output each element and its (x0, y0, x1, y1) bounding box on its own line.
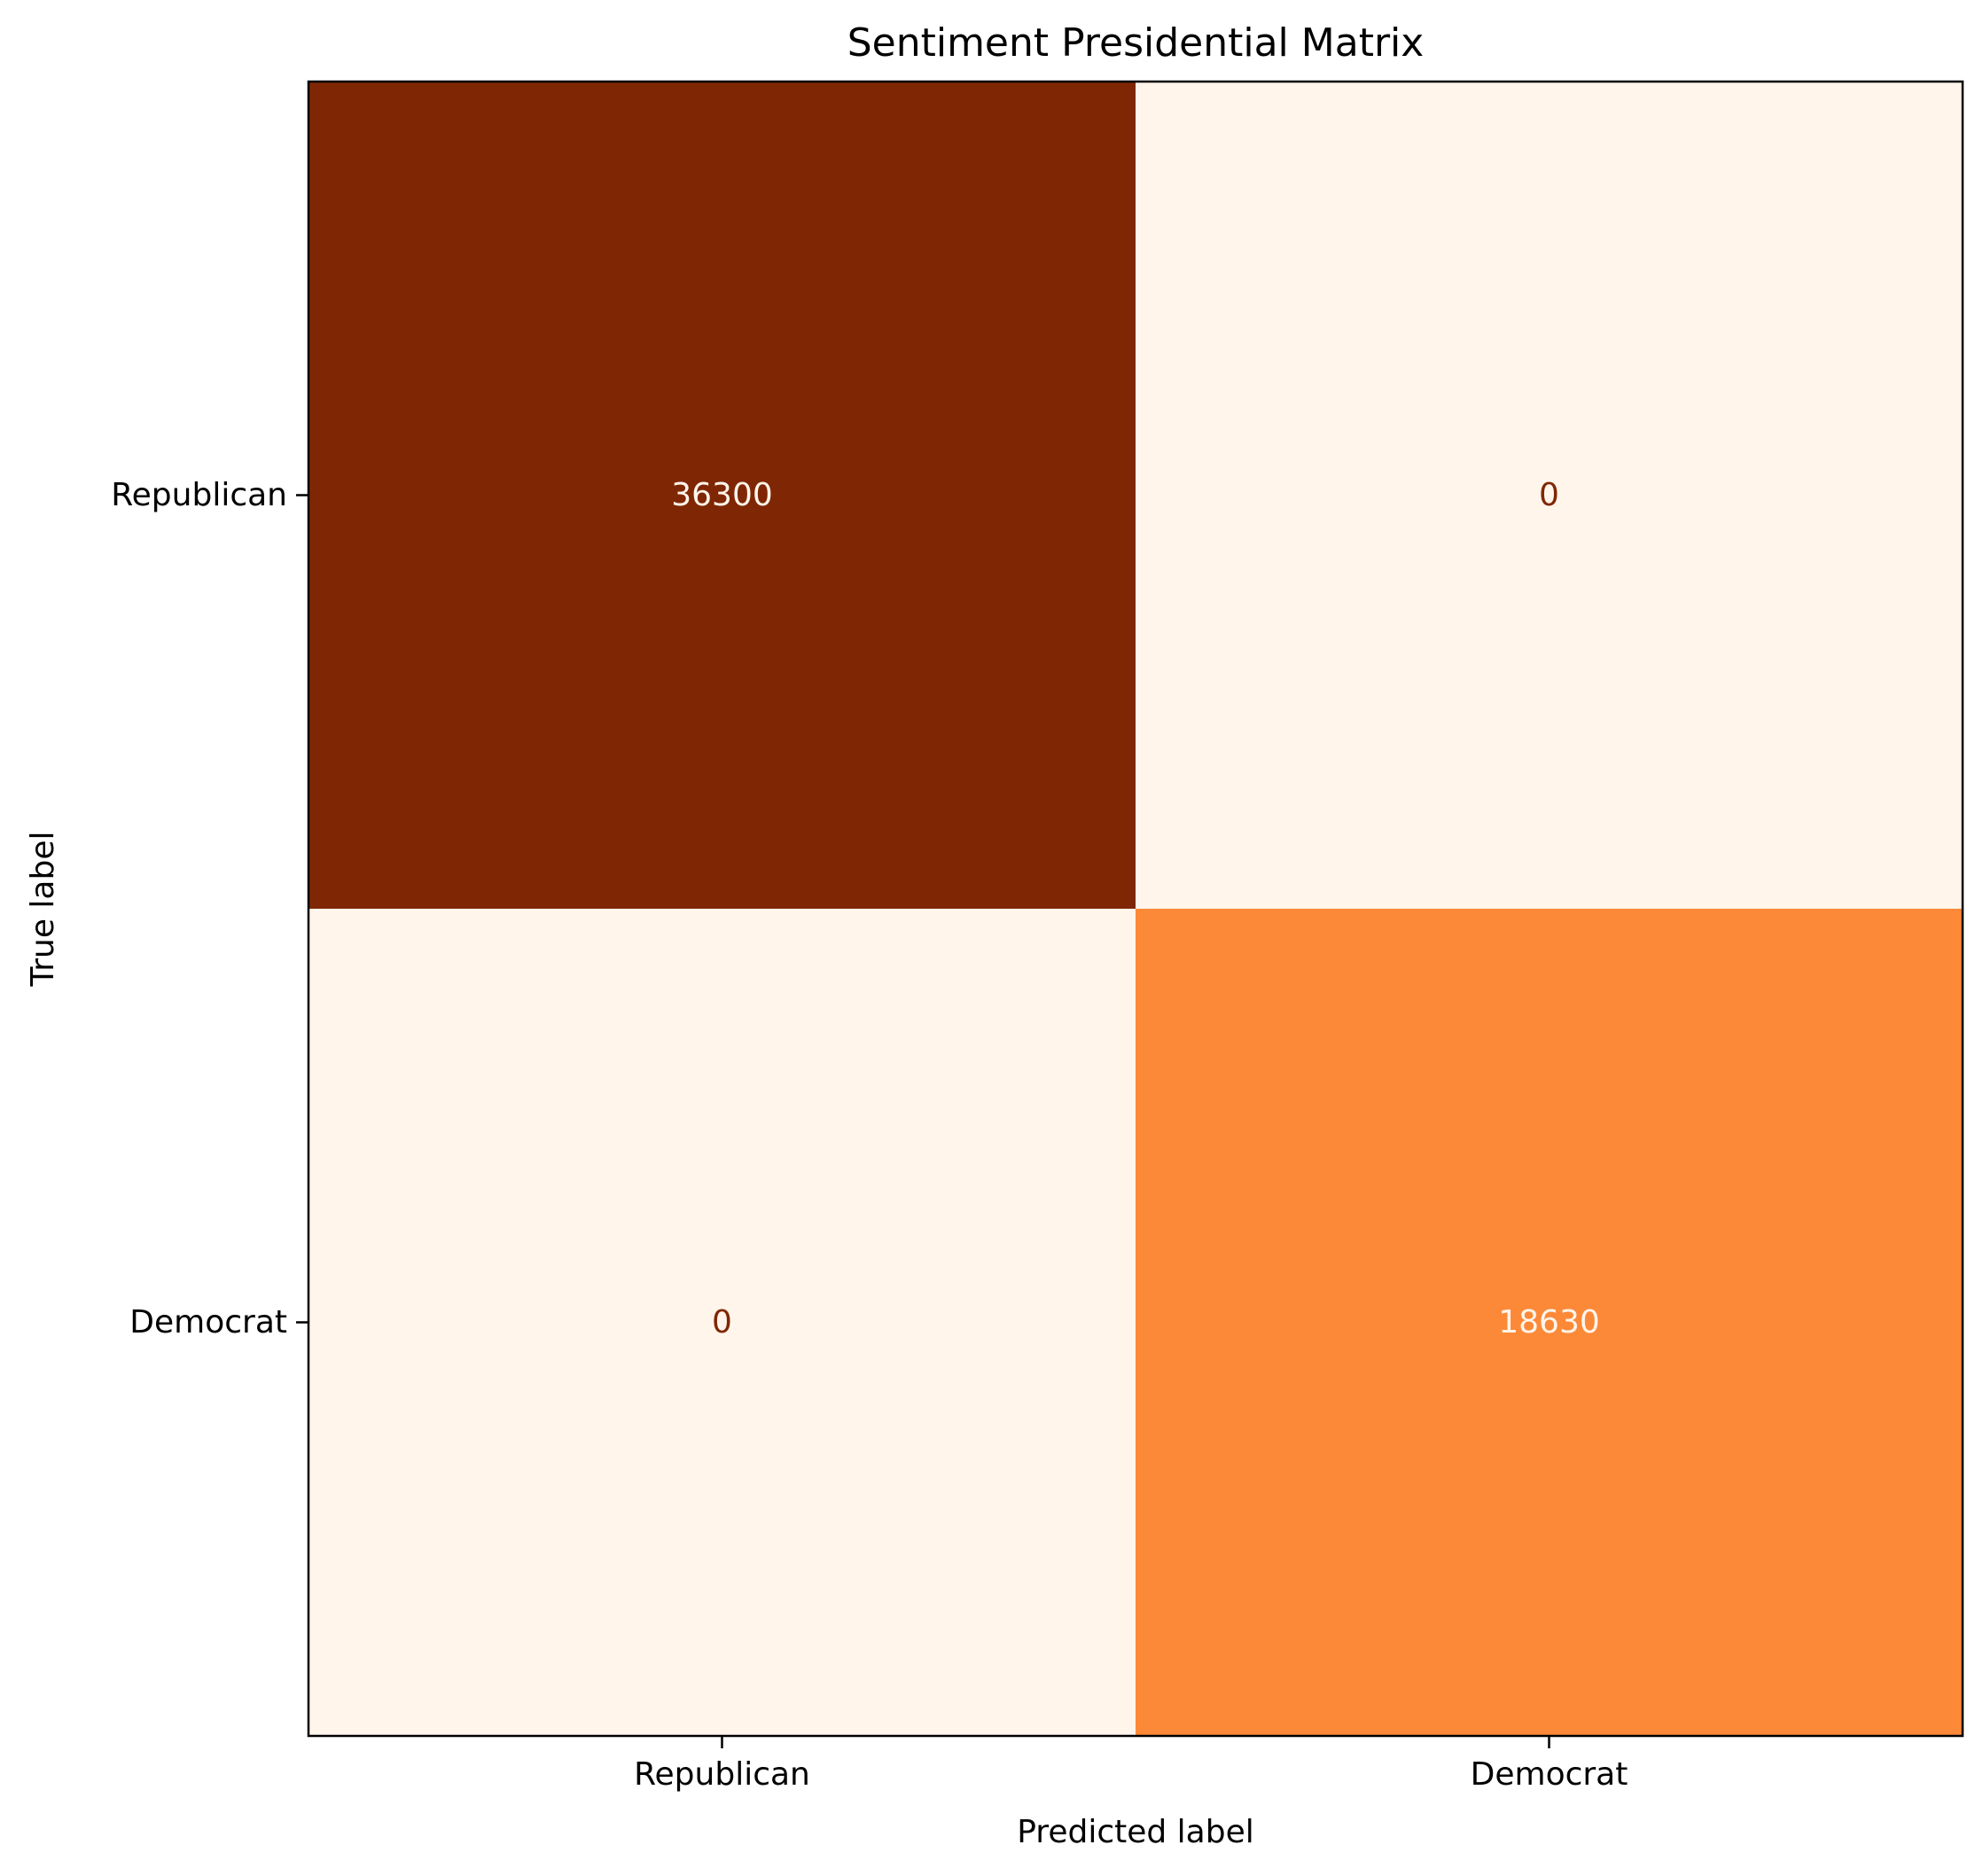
plot-frame (307, 80, 1964, 1738)
x-axis-label: Predicted label (1017, 1814, 1254, 1850)
x-axis-ticks: Republican Democrat (634, 1736, 1628, 1793)
y-tick-label-1: Democrat (129, 1304, 287, 1341)
chart-title: Sentiment Presidential Matrix (847, 20, 1425, 66)
x-tick-label-0: Republican (634, 1756, 810, 1793)
cell-value-label-0-1: 0 (1539, 477, 1559, 513)
cell-value-labels: 36300 0 0 18630 (671, 477, 1600, 1341)
y-tick-label-0: Republican (111, 477, 287, 513)
cell-value-label-1-1: 18630 (1498, 1304, 1600, 1341)
x-tick-label-1: Democrat (1471, 1756, 1628, 1793)
heatmap-cell-0-0 (308, 82, 1136, 910)
heatmap-cells (308, 82, 1963, 1737)
heatmap-cell-0-1 (1136, 82, 1963, 910)
heatmap-cell-1-0 (308, 909, 1136, 1737)
cell-value-label-0-0: 36300 (671, 477, 773, 513)
y-axis-ticks: Republican Democrat (111, 477, 308, 1341)
heatmap-cell-1-1 (1136, 909, 1963, 1737)
y-axis-label: True label (25, 832, 61, 988)
cell-value-label-1-0: 0 (712, 1304, 732, 1341)
